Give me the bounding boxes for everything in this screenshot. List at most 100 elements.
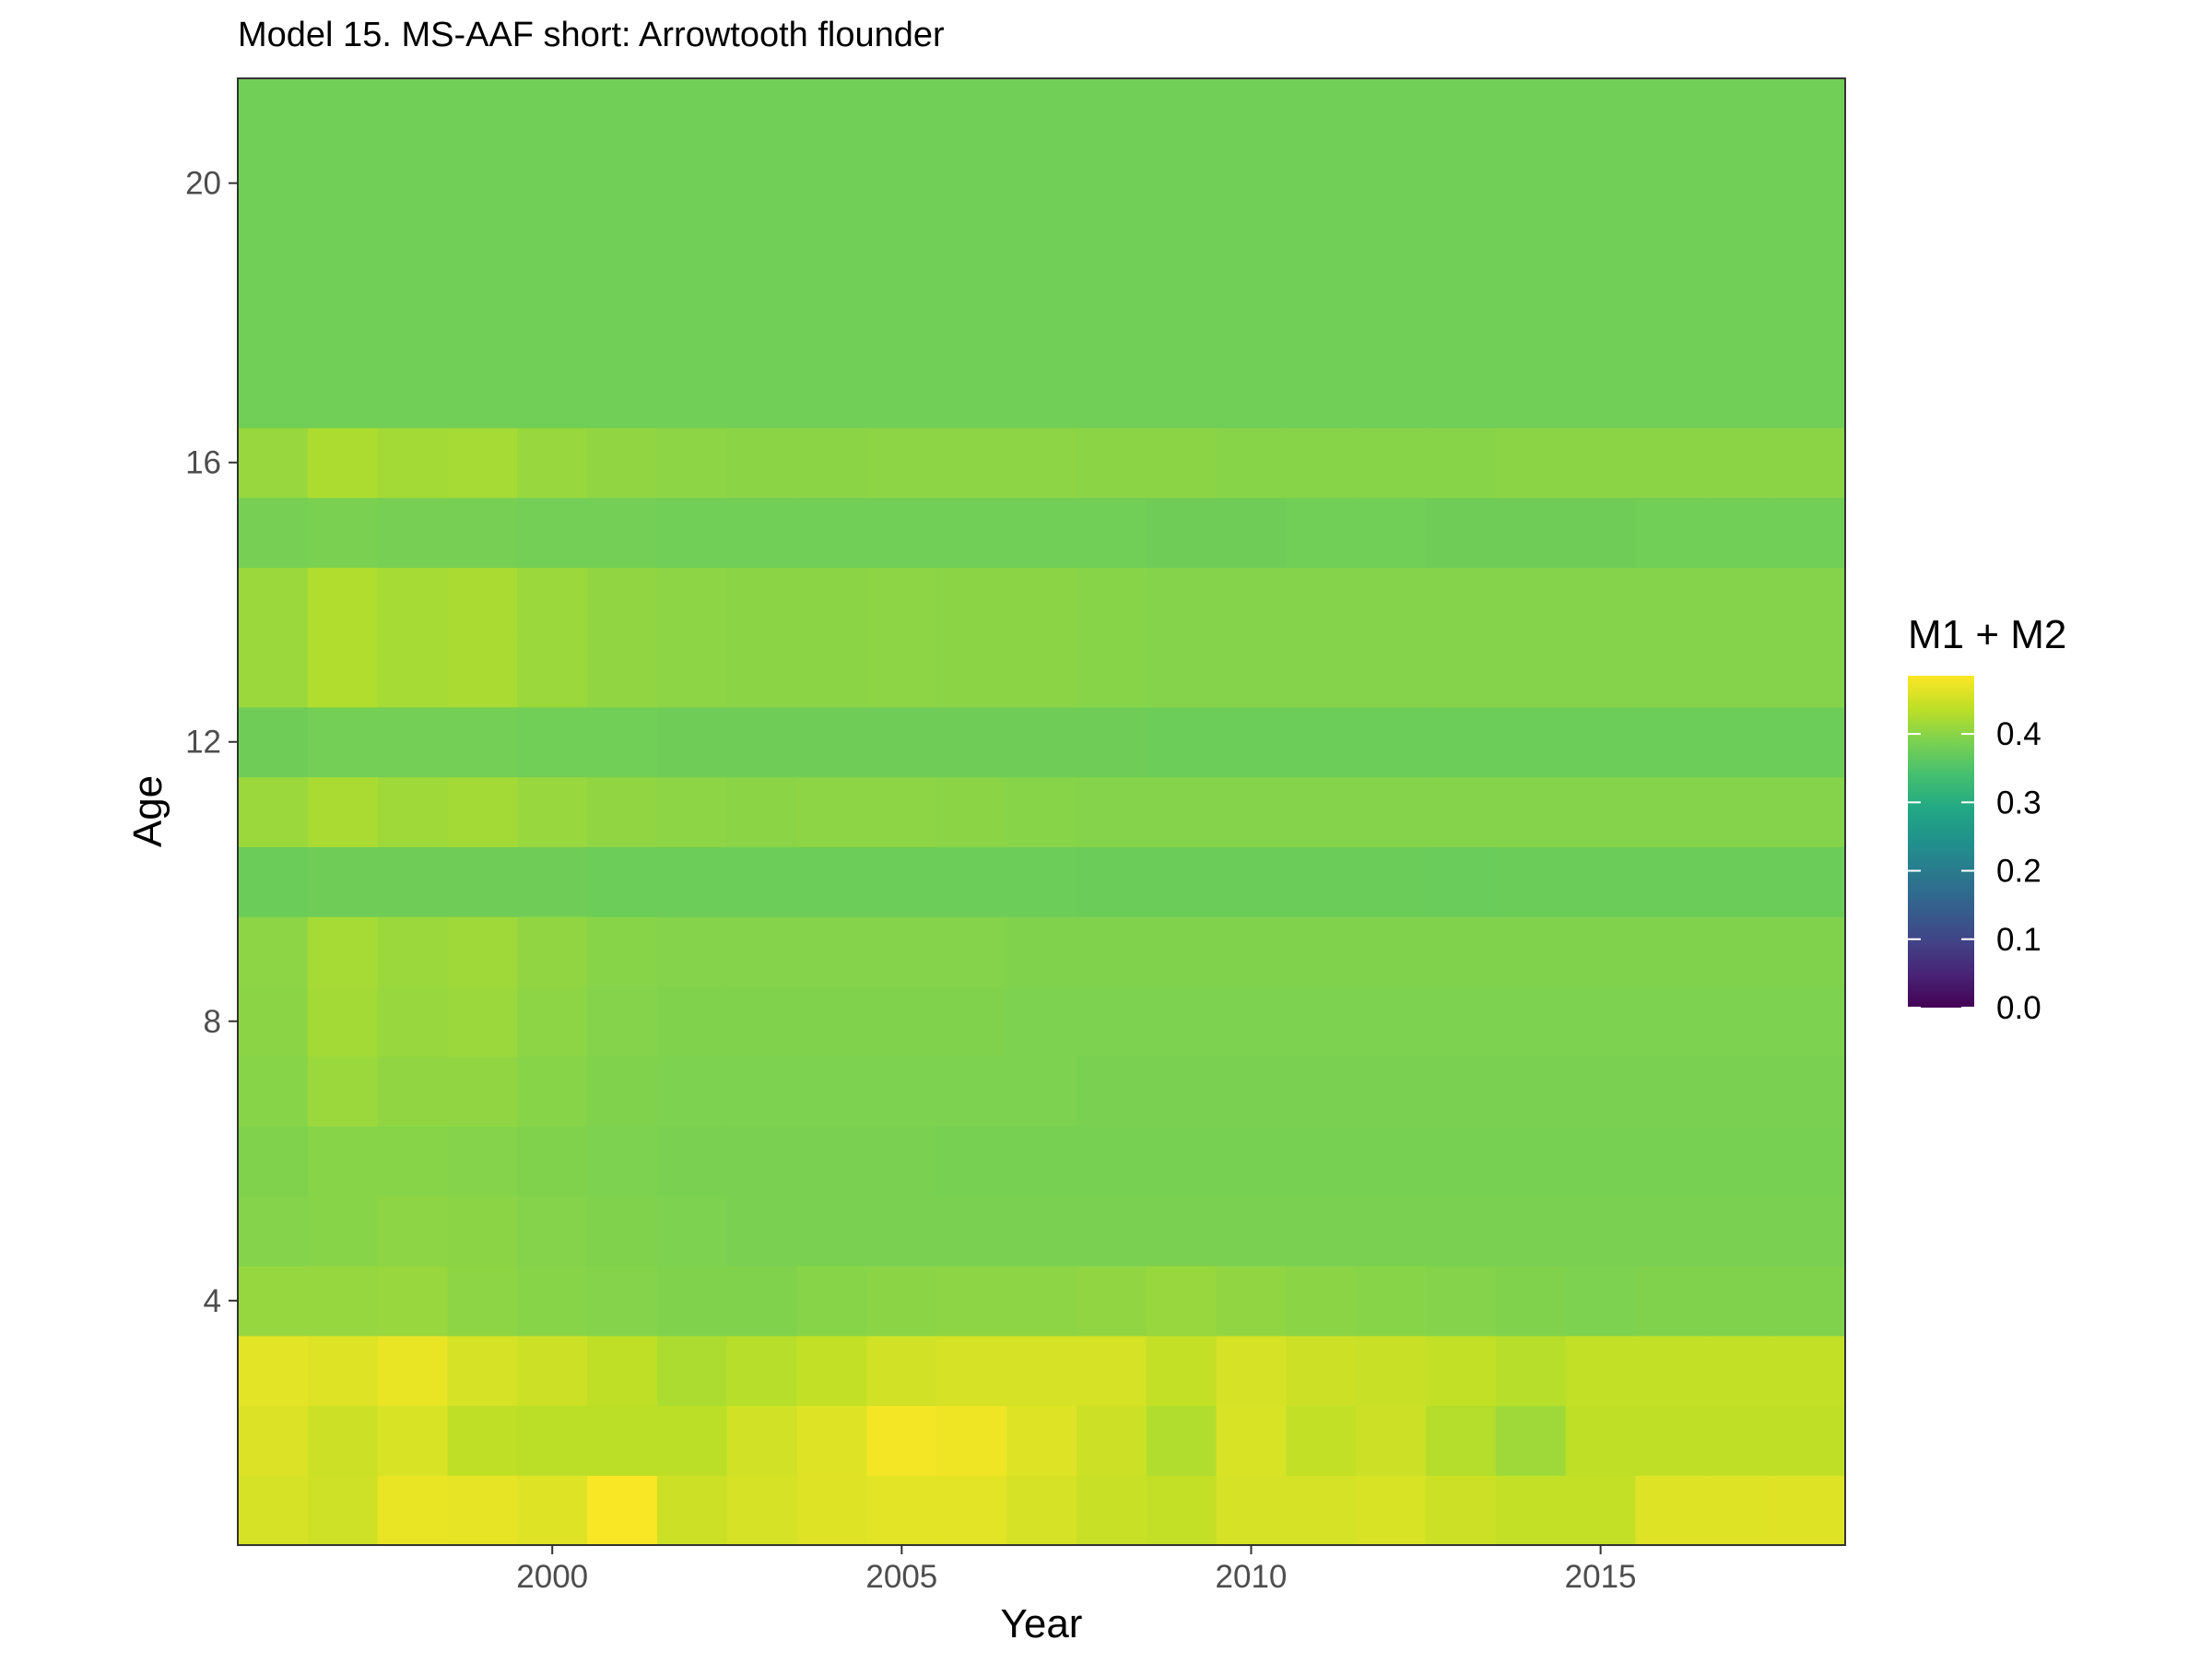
heatmap-cell	[1006, 1196, 1077, 1267]
heatmap-cell	[1216, 567, 1287, 638]
heatmap-cell	[936, 1126, 1007, 1197]
heatmap-cell	[726, 1405, 798, 1476]
heatmap-cell	[1495, 1126, 1567, 1197]
heatmap-cell	[1635, 218, 1706, 289]
heatmap-cell	[1775, 1335, 1846, 1407]
heatmap-cell	[796, 1475, 868, 1546]
heatmap-cell	[447, 1196, 518, 1267]
heatmap-cell	[1565, 637, 1637, 708]
heatmap-cell	[796, 567, 868, 638]
heatmap-cell	[1006, 776, 1077, 847]
heatmap-cell	[447, 567, 518, 638]
heatmap-cell	[1286, 1405, 1357, 1476]
heatmap-cell	[1775, 78, 1846, 149]
heatmap-cell	[1775, 1265, 1846, 1337]
heatmap-cell	[656, 1056, 728, 1127]
heatmap-cell	[1356, 985, 1427, 1057]
heatmap-cell	[307, 1335, 379, 1407]
heatmap-cell	[587, 148, 658, 219]
heatmap-cell	[517, 567, 588, 638]
heatmap-cell	[1565, 776, 1637, 847]
heatmap-cell	[1495, 1265, 1567, 1337]
heatmap-cell	[936, 706, 1007, 778]
heatmap-cell	[1146, 218, 1218, 289]
heatmap-cell	[307, 637, 379, 708]
heatmap-cell	[656, 1196, 728, 1267]
heatmap-cell	[1426, 985, 1497, 1057]
heatmap-cell	[1076, 427, 1147, 499]
heatmap-cell	[238, 1405, 309, 1476]
heatmap-cell	[1076, 1126, 1147, 1197]
x-tick-label: 2015	[1565, 1559, 1637, 1595]
heatmap-cell	[656, 1126, 728, 1197]
heatmap-cell	[1216, 846, 1287, 917]
heatmap-cell	[447, 1405, 518, 1476]
heatmap-cell	[1286, 148, 1357, 219]
heatmap-cell	[796, 1405, 868, 1476]
heatmap-cell	[238, 1056, 309, 1127]
heatmap-cell	[1635, 1335, 1706, 1407]
heatmap-cell	[656, 358, 728, 429]
heatmap-cell	[656, 846, 728, 917]
heatmap-cell	[1426, 218, 1497, 289]
heatmap-cell	[796, 776, 868, 847]
heatmap-cell	[1565, 497, 1637, 568]
heatmap-cell	[1495, 78, 1567, 149]
heatmap-cell	[1495, 846, 1567, 917]
heatmap-cell	[517, 218, 588, 289]
heatmap-cell	[238, 567, 309, 638]
heatmap-cell	[1006, 637, 1077, 708]
heatmap-cell	[377, 1056, 449, 1127]
heatmap-cell	[1705, 1475, 1776, 1546]
heatmap-cell	[517, 776, 588, 847]
heatmap-cell	[936, 846, 1007, 917]
heatmap-cell	[377, 218, 449, 289]
heatmap-cell	[1565, 358, 1637, 429]
heatmap-cell	[1705, 567, 1776, 638]
heatmap-cell	[1635, 78, 1706, 149]
heatmap-cell	[447, 1126, 518, 1197]
heatmap-cell	[238, 1265, 309, 1337]
heatmap-cell	[796, 497, 868, 568]
heatmap-cell	[1705, 1405, 1776, 1476]
heatmap-cell	[1216, 1196, 1287, 1267]
heatmap-cell	[1775, 776, 1846, 847]
heatmap-cell	[238, 706, 309, 778]
heatmap-cell	[1216, 1056, 1287, 1127]
heatmap-cell	[726, 1475, 798, 1546]
heatmap-cell	[936, 567, 1007, 638]
heatmap-cell	[866, 1196, 937, 1267]
heatmap-cell	[1426, 1335, 1497, 1407]
y-tick-label: 12	[185, 725, 221, 761]
heatmap-cell	[1076, 567, 1147, 638]
heatmap-cell	[517, 916, 588, 987]
heatmap-cell	[656, 288, 728, 359]
heatmap-cell	[1076, 1265, 1147, 1337]
heatmap-cell	[726, 985, 798, 1057]
heatmap-cell	[238, 358, 309, 429]
heatmap-cell	[1076, 846, 1147, 917]
heatmap-cell	[517, 1405, 588, 1476]
heatmap-cell	[1006, 427, 1077, 499]
heatmap-cell	[1356, 288, 1427, 359]
heatmap-cell	[1775, 846, 1846, 917]
heatmap-cell	[1565, 1405, 1637, 1476]
heatmap-cell	[1076, 637, 1147, 708]
heatmap-cell	[936, 358, 1007, 429]
heatmap-cell	[1565, 218, 1637, 289]
heatmap-cell	[1006, 1265, 1077, 1337]
heatmap-cell	[1426, 148, 1497, 219]
heatmap-cell	[726, 358, 798, 429]
heatmap-cell	[307, 776, 379, 847]
heatmap-cell	[238, 288, 309, 359]
heatmap-cell	[1356, 637, 1427, 708]
heatmap-cell	[1635, 776, 1706, 847]
heatmap-cell	[1565, 1126, 1637, 1197]
heatmap-cell	[1216, 1126, 1287, 1197]
heatmap-cell	[238, 846, 309, 917]
heatmap-cell	[1565, 916, 1637, 987]
heatmap-cell	[587, 1335, 658, 1407]
heatmap-cell	[587, 427, 658, 499]
heatmap-cell	[447, 148, 518, 219]
x-axis: 2000 2005 2010 2015	[516, 1545, 1637, 1595]
